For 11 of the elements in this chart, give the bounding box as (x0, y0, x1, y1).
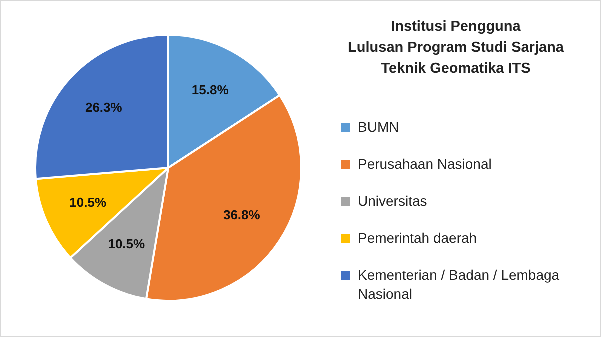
legend-label: Universitas (358, 192, 428, 211)
legend-label: Kementerian / Badan / Lembaga Nasional (358, 266, 561, 304)
legend-label: Perusahaan Nasional (358, 155, 492, 174)
data-label: 26.3% (85, 100, 123, 116)
data-label: 36.8% (223, 208, 261, 223)
data-label: 15.8% (192, 82, 230, 98)
chart-title: Institusi Pengguna Lulusan Program Studi Sarjana Teknik Geomatika ITS (347, 18, 565, 79)
legend-label: BUMN (358, 118, 400, 137)
data-label: 10.5% (70, 194, 107, 210)
legend-label: Pemerintah daerah (358, 229, 478, 248)
data-label: 10.5% (108, 236, 146, 252)
